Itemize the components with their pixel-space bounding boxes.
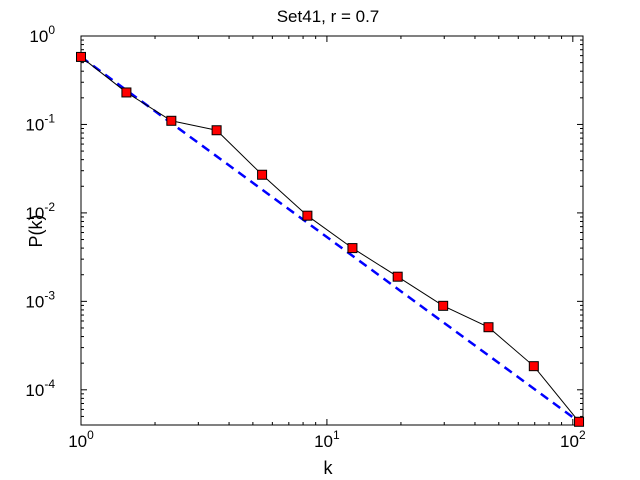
x-axis-label: k [324, 458, 334, 478]
data-point-marker [347, 243, 358, 254]
data-point-marker [166, 115, 177, 126]
data-point-marker [392, 271, 403, 282]
data-point-marker [483, 322, 494, 333]
fit-line [80, 55, 580, 423]
data-point-marker [438, 300, 449, 311]
data-point-marker [76, 51, 86, 62]
axes-box [80, 35, 584, 426]
data-point-marker [302, 210, 313, 221]
data-point-marker [257, 169, 268, 180]
y-axis-label: P(k) [26, 215, 46, 248]
data-point-marker [121, 87, 132, 98]
data-point-marker [211, 125, 222, 136]
data-point-marker [574, 416, 585, 427]
data-series-line [80, 56, 580, 423]
chart-title: Set41, r = 0.7 [277, 7, 380, 26]
data-point-marker [528, 361, 539, 372]
